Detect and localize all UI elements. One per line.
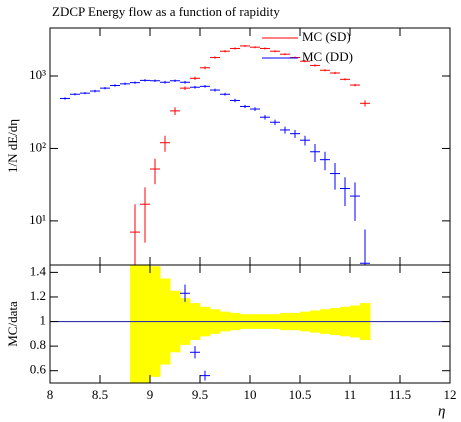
x-axis-label: η [438, 403, 445, 419]
x-tick-label: 10 [244, 387, 257, 402]
y-tick-label: 10¹ [29, 212, 46, 227]
legend-label: MC (SD) [302, 29, 351, 44]
y-tick-label: 10³ [29, 67, 46, 82]
y-tick-label: 1.2 [30, 288, 46, 303]
x-tick-label: 9.5 [192, 387, 208, 402]
y-tick-label: 1.4 [30, 263, 47, 278]
y-tick-label: 10² [29, 139, 46, 154]
main-plot [60, 44, 370, 265]
ratio-frame [49, 264, 451, 384]
legend-label: MC (DD) [302, 49, 353, 64]
main-frame [49, 27, 451, 266]
uncertainty-band [130, 265, 141, 383]
ratio-y-axis-label: MC/data [5, 301, 20, 347]
y-tick-label: 0.6 [30, 362, 47, 377]
ratio-plot [50, 265, 450, 383]
x-tick-label: 10.5 [289, 387, 312, 402]
x-tick-label: 8.5 [92, 387, 108, 402]
axes: 8 8.5 9 9.5 10 10.5 11 11.5 12 10¹ 10² 10³ 0.6 0.8 1 1.… [29, 28, 457, 402]
y-axis-label: 1/N dE/dη [5, 119, 20, 173]
chart-title: ZDCP Energy flow as a function of rapidi… [52, 4, 280, 19]
y-tick-label: 0.8 [30, 337, 46, 352]
x-tick-label: 9 [147, 387, 154, 402]
y-tick-label: 1 [40, 313, 47, 328]
x-tick-label: 11.5 [389, 387, 411, 402]
uncertainty-band [140, 265, 151, 383]
x-tick-label: 12 [444, 387, 457, 402]
x-tick-label: 8 [47, 387, 54, 402]
x-tick-label: 11 [344, 387, 357, 402]
